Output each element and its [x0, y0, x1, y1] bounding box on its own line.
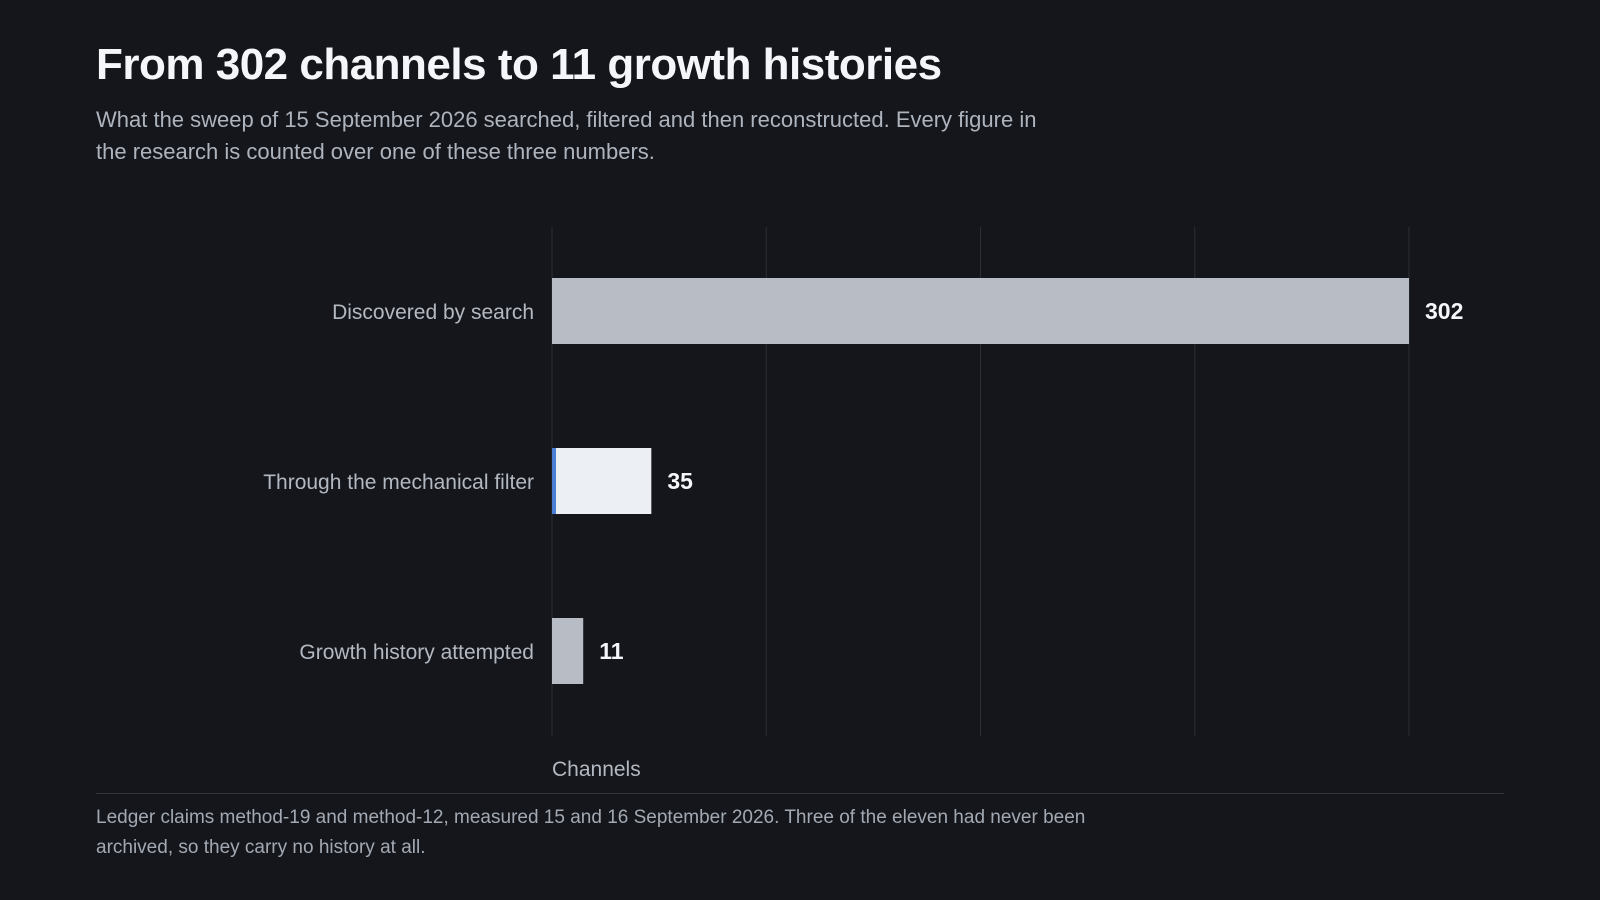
x-axis-label: Channels: [552, 758, 641, 781]
data-label: 11: [599, 638, 624, 664]
bar: [552, 278, 1409, 344]
category-label: Through the mechanical filter: [263, 471, 534, 494]
footer-divider: [96, 793, 1504, 794]
footnote: Ledger claims method-19 and method-12, m…: [96, 807, 1086, 858]
bar-chart: Discovered by search 302 Through the mecha…: [263, 227, 1463, 781]
chart-title: From 302 channels to 11 growth histories: [96, 40, 942, 89]
data-label: 35: [667, 468, 693, 494]
bar: [552, 618, 584, 684]
chart-subtitle: What the sweep of 15 September 2026 sear…: [96, 107, 1037, 164]
data-label: 302: [1425, 298, 1463, 324]
category-label: Growth history attempted: [299, 641, 534, 664]
category-label: Discovered by search: [332, 301, 534, 324]
bar: [552, 448, 652, 514]
bar-accent: [552, 448, 556, 514]
